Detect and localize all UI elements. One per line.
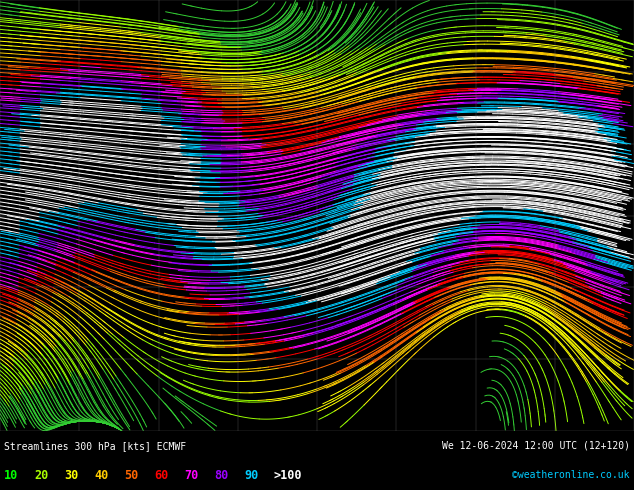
Text: >100: >100 [274, 469, 302, 482]
Text: 30: 30 [64, 469, 78, 482]
Text: 20: 20 [34, 469, 48, 482]
Text: We 12-06-2024 12:00 UTC (12+120): We 12-06-2024 12:00 UTC (12+120) [442, 441, 630, 451]
Text: 90: 90 [244, 469, 258, 482]
Text: 50: 50 [124, 469, 138, 482]
Text: 70: 70 [184, 469, 198, 482]
Text: Streamlines 300 hPa [kts] ECMWF: Streamlines 300 hPa [kts] ECMWF [4, 441, 186, 451]
Text: 10: 10 [4, 469, 18, 482]
Text: 40: 40 [94, 469, 108, 482]
Text: ©weatheronline.co.uk: ©weatheronline.co.uk [512, 470, 630, 480]
Text: 60: 60 [154, 469, 168, 482]
Text: 80: 80 [214, 469, 228, 482]
